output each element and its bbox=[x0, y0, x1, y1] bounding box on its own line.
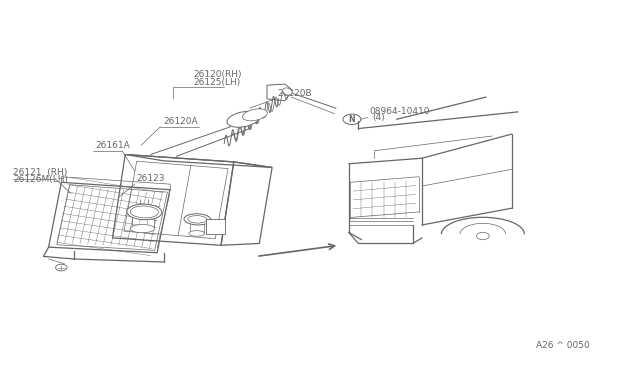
Text: A26 ^ 0050: A26 ^ 0050 bbox=[536, 341, 589, 350]
Text: 08964-10410: 08964-10410 bbox=[370, 107, 430, 116]
Ellipse shape bbox=[131, 225, 155, 233]
Ellipse shape bbox=[189, 231, 205, 236]
Ellipse shape bbox=[227, 111, 260, 127]
Text: (4): (4) bbox=[372, 113, 385, 122]
Ellipse shape bbox=[131, 206, 159, 218]
Text: 26120B: 26120B bbox=[277, 89, 312, 98]
Text: 26126M(LH): 26126M(LH) bbox=[13, 175, 68, 184]
Ellipse shape bbox=[283, 88, 292, 95]
Text: 26120A: 26120A bbox=[164, 117, 198, 126]
Text: 26121  (RH): 26121 (RH) bbox=[13, 168, 68, 177]
Text: 26123: 26123 bbox=[136, 174, 164, 183]
Bar bbox=[206, 219, 225, 234]
Text: N: N bbox=[349, 115, 355, 124]
Ellipse shape bbox=[188, 216, 207, 223]
Text: 26120(RH): 26120(RH) bbox=[193, 70, 242, 78]
Ellipse shape bbox=[243, 109, 268, 121]
Text: 26125(LH): 26125(LH) bbox=[193, 78, 241, 87]
Text: 26161A: 26161A bbox=[95, 141, 130, 150]
Ellipse shape bbox=[127, 204, 162, 220]
Ellipse shape bbox=[184, 214, 211, 225]
